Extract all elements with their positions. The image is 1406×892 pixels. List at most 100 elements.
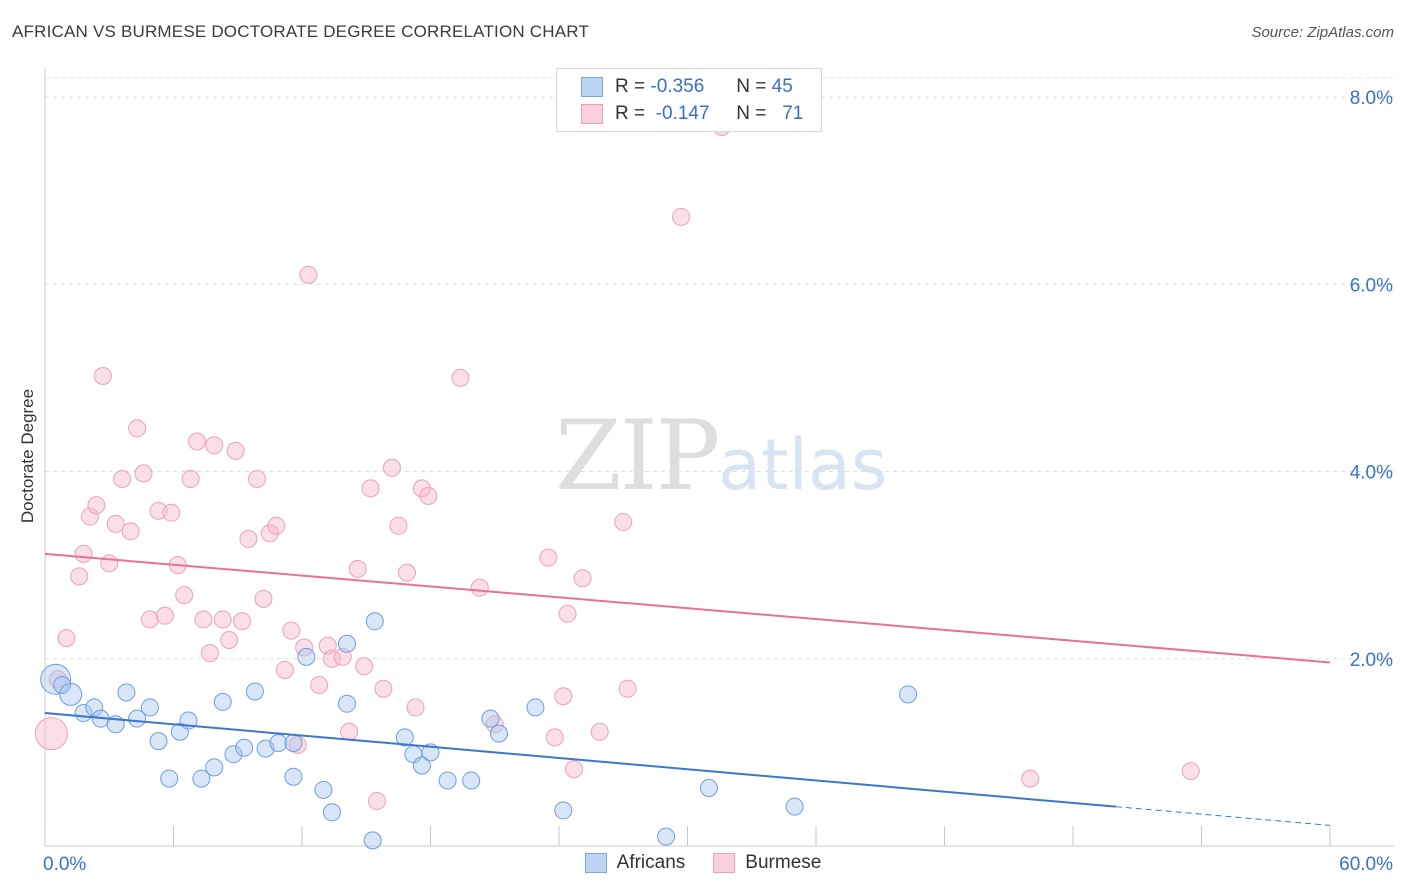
african-point <box>128 709 147 728</box>
burmese-point <box>282 621 301 640</box>
series-legend-burmese[interactable]: Burmese <box>713 852 821 874</box>
african-point <box>554 801 573 820</box>
african-point <box>205 758 224 777</box>
chart-title: AFRICAN VS BURMESE DOCTORATE DEGREE CORR… <box>12 22 590 41</box>
y-tick-label: 4.0% <box>1350 463 1393 484</box>
african-point <box>235 738 254 757</box>
y-tick-label: 2.0% <box>1350 650 1393 671</box>
legend-r-label: R = <box>615 76 646 97</box>
burmese-point <box>672 207 691 226</box>
burmese-point <box>389 516 408 535</box>
burmese-point <box>412 479 431 498</box>
burmese-point <box>299 265 318 284</box>
african-point <box>438 771 457 790</box>
african-point <box>657 827 676 846</box>
burmese-point <box>134 464 153 483</box>
burmese-point <box>260 524 279 543</box>
burmese-point <box>113 469 132 488</box>
burmese-point <box>100 554 119 573</box>
legend-row-africans: R = -0.356 N = 45 <box>581 76 793 98</box>
african-point <box>481 709 500 728</box>
burmese-point <box>367 792 386 811</box>
african-point <box>526 698 545 717</box>
burmese-point <box>374 679 393 698</box>
source-label: Source: ZipAtlas.com <box>1251 24 1394 41</box>
burmese-point <box>106 514 125 533</box>
burmese-point <box>539 548 558 567</box>
burmese-point <box>34 717 68 751</box>
legend: R = -0.356 N = 45 R = -0.147 N = 71 <box>556 68 822 132</box>
burmese-point <box>1021 769 1040 788</box>
burmese-point <box>205 436 224 455</box>
burmese-point <box>80 507 99 526</box>
burmese-point <box>188 432 207 451</box>
burmese-point <box>545 728 564 747</box>
burmese-point <box>87 496 106 515</box>
legend-r-value: -0.356 <box>650 76 705 97</box>
burmese-point <box>254 589 273 608</box>
burmese-point <box>614 513 633 532</box>
burmese-point <box>181 469 200 488</box>
african-point <box>462 771 481 790</box>
burmese-point <box>382 458 401 477</box>
burmese-point <box>340 722 359 741</box>
africans-label: Africans <box>616 852 686 873</box>
burmese-point <box>140 610 159 629</box>
burmese-point <box>348 559 367 578</box>
african-point <box>59 682 83 706</box>
african-point <box>192 769 211 788</box>
legend-n-label: N = <box>736 76 767 97</box>
burmese-point <box>573 569 592 588</box>
burmese-label: Burmese <box>745 852 822 873</box>
burmese-point <box>155 606 174 625</box>
legend-swatch-africans <box>581 77 603 97</box>
burmese-point <box>618 679 637 698</box>
watermark-zip: ZIP <box>555 400 720 512</box>
burmese-point <box>470 578 489 597</box>
burmese-swatch <box>713 853 736 873</box>
burmese-point <box>239 529 258 548</box>
african-point <box>785 797 804 816</box>
series-legend: Africans Burmese <box>0 852 1406 874</box>
burmese-point <box>248 469 267 488</box>
series-legend-africans[interactable]: Africans <box>584 852 686 874</box>
african-point <box>269 734 288 753</box>
african-point <box>322 803 341 822</box>
africans-trend-extension <box>1115 806 1331 826</box>
african-point <box>297 647 316 666</box>
burmese-point <box>162 503 181 522</box>
burmese-point <box>57 629 76 648</box>
watermark: ZIPatlas <box>555 400 887 512</box>
legend-n-value: 45 <box>771 76 793 97</box>
african-point <box>117 683 136 702</box>
burmese-point <box>558 604 577 623</box>
africans-swatch <box>584 853 607 873</box>
burmese-point <box>397 563 416 582</box>
african-point <box>337 634 356 653</box>
burmese-point <box>361 479 380 498</box>
african-point <box>53 675 72 694</box>
burmese-point <box>590 722 609 741</box>
burmese-point <box>233 612 252 631</box>
burmese-point <box>406 698 425 717</box>
legend-swatch-burmese <box>581 104 603 124</box>
african-point <box>149 732 168 751</box>
burmese-point <box>121 522 140 541</box>
african-point <box>245 682 264 701</box>
burmese-point <box>213 610 232 629</box>
burmese-point <box>267 516 286 535</box>
africans-trend-line <box>44 712 1116 808</box>
burmese-point <box>451 368 470 387</box>
african-point <box>160 769 179 788</box>
burmese-point <box>226 441 245 460</box>
burmese-point <box>175 586 194 605</box>
burmese-point <box>220 631 239 650</box>
african-point <box>699 778 718 797</box>
african-point <box>337 694 356 713</box>
burmese-point <box>554 687 573 706</box>
y-tick-label: 6.0% <box>1350 275 1393 296</box>
african-point <box>899 685 918 704</box>
burmese-point <box>74 544 93 563</box>
burmese-point <box>419 486 438 505</box>
burmese-point <box>275 660 294 679</box>
